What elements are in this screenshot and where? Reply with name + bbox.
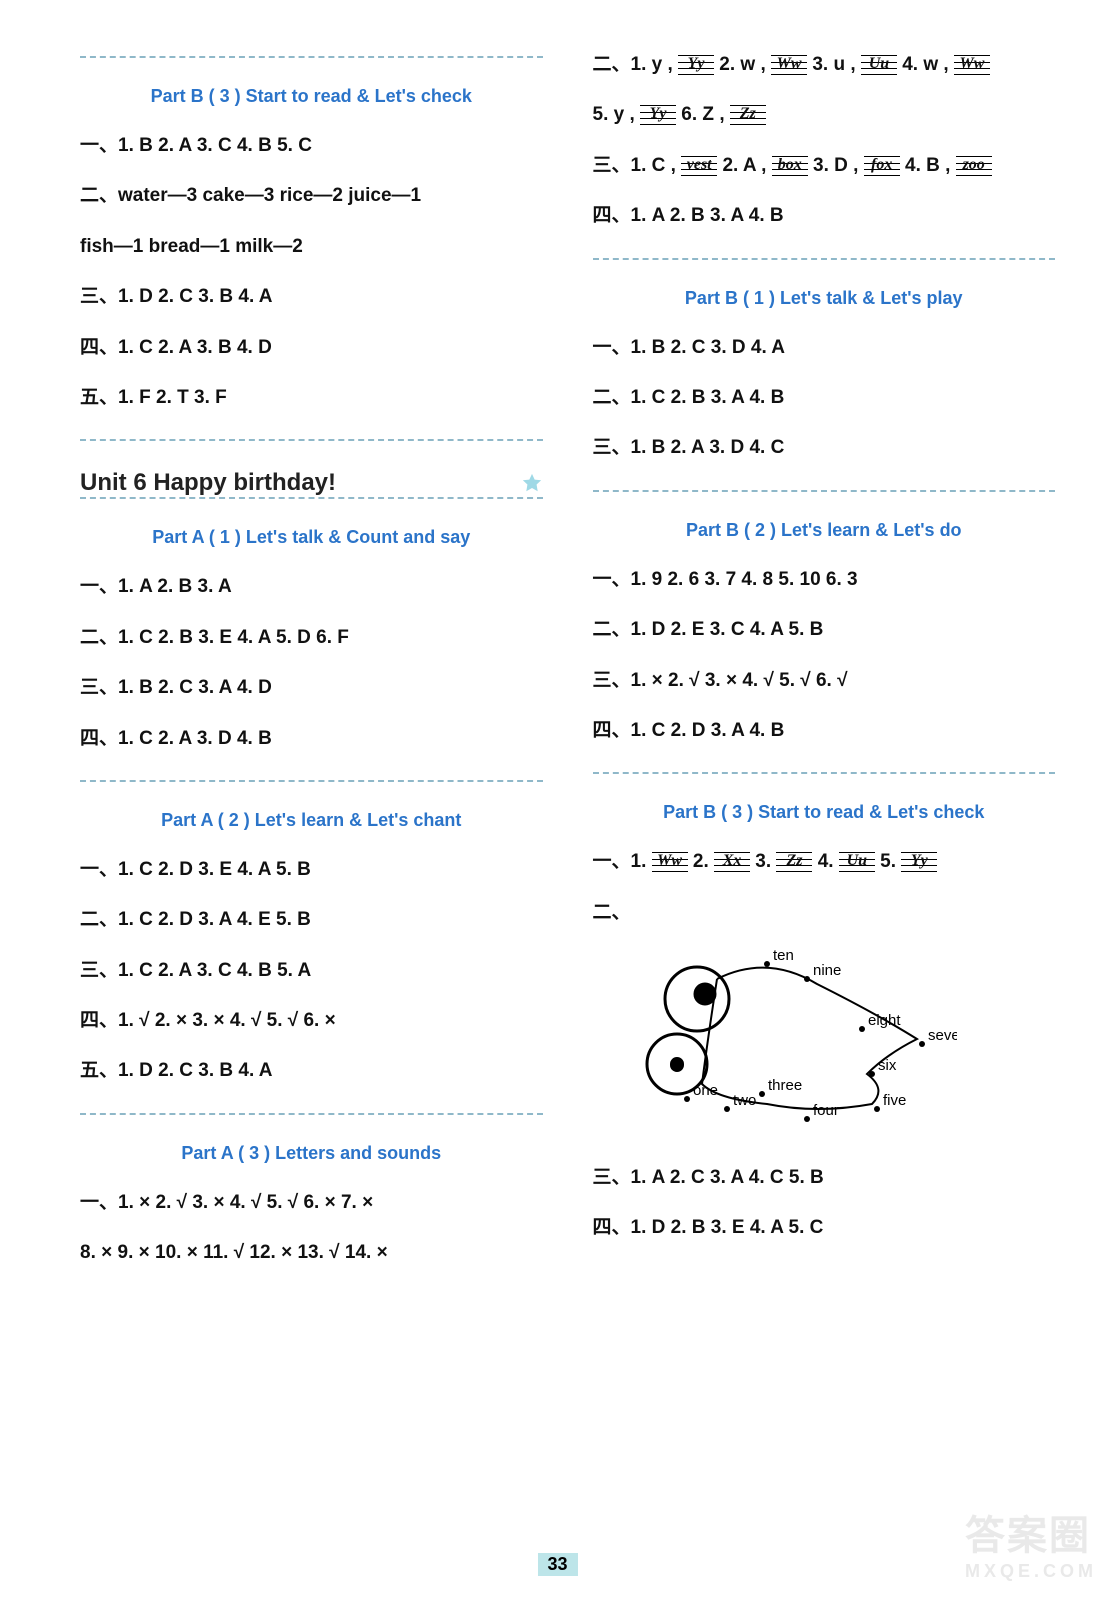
answer-line: 二、1. C 2. B 3. A 4. B — [593, 383, 1056, 413]
answer-line: 一、1. 9 2. 6 3. 7 4. 8 5. 10 6. 3 — [593, 565, 1056, 595]
divider — [593, 490, 1056, 492]
answer-line: 四、1. A 2. B 3. A 4. B — [593, 201, 1056, 231]
divider — [593, 258, 1056, 260]
fish-label: two — [733, 1092, 756, 1109]
watermark-sub: MXQE.COM — [965, 1561, 1097, 1582]
answer-line: 一、1. × 2. √ 3. × 4. √ 5. √ 6. × 7. × — [80, 1188, 543, 1218]
fish-label: four — [813, 1102, 839, 1119]
part-a3-title: Part A ( 3 ) Letters and sounds — [80, 1143, 543, 1164]
answer-line-with-writing: 5. y , Yy 6. Z , Zz — [593, 100, 1056, 130]
answer-line: 五、1. F 2. T 3. F — [80, 383, 543, 413]
answer-line: 一、1. B 2. C 3. D 4. A — [593, 333, 1056, 363]
answer-line: 二、1. D 2. E 3. C 4. A 5. B — [593, 615, 1056, 645]
divider — [80, 439, 543, 441]
left-column: Part B ( 3 ) Start to read & Let's check… — [80, 40, 543, 1279]
fish-label: one — [693, 1082, 718, 1099]
watermark-main: 答案圈 — [965, 1514, 1091, 1558]
unit-title-text: Unit 6 Happy birthday! — [80, 469, 336, 497]
answer-line: fish—1 bread—1 milk—2 — [80, 232, 543, 262]
answer-line-with-writing: 一、1. Ww 2. Xx 3. Zz 4. Uu 5. Yy — [593, 847, 1056, 877]
answer-line-with-writing: 三、1. C , vest 2. A , box 3. D , fox 4. B… — [593, 151, 1056, 181]
answer-line: 三、1. × 2. √ 3. × 4. √ 5. √ 6. √ — [593, 666, 1056, 696]
right-column: 二、1. y , Yy 2. w , Ww 3. u , Uu 4. w , W… — [593, 40, 1056, 1279]
answer-line-with-writing: 二、1. y , Yy 2. w , Ww 3. u , Uu 4. w , W… — [593, 50, 1056, 80]
page-number: 33 — [537, 1553, 577, 1576]
fish-label: three — [768, 1077, 802, 1094]
fish-diagram: ten nine eight seven six five four three twoone — [617, 944, 1056, 1139]
fish-label: six — [878, 1057, 897, 1074]
answer-line: 一、1. A 2. B 3. A — [80, 572, 543, 602]
answer-line: 二、1. C 2. D 3. A 4. E 5. B — [80, 905, 543, 935]
answer-line: 二、water—3 cake—3 rice—2 juice—1 — [80, 181, 543, 211]
answer-line: 四、1. C 2. D 3. A 4. B — [593, 716, 1056, 746]
divider — [593, 772, 1056, 774]
fish-label: seven — [928, 1027, 957, 1044]
answer-line: 三、1. B 2. C 3. A 4. D — [80, 673, 543, 703]
part-a1-title: Part A ( 1 ) Let's talk & Count and say — [80, 527, 543, 548]
divider — [80, 1113, 543, 1115]
watermark: 答案圈 MXQE.COM — [965, 1503, 1097, 1582]
answer-line: 四、1. √ 2. × 3. × 4. √ 5. √ 6. × — [80, 1006, 543, 1036]
part-a2-title: Part A ( 2 ) Let's learn & Let's chant — [80, 810, 543, 831]
divider — [80, 780, 543, 782]
divider — [80, 56, 543, 58]
answer-line: 二、1. C 2. B 3. E 4. A 5. D 6. F — [80, 623, 543, 653]
answer-line: 四、1. C 2. A 3. B 4. D — [80, 333, 543, 363]
answer-line: 五、1. D 2. C 3. B 4. A — [80, 1056, 543, 1086]
fish-label: five — [883, 1092, 906, 1109]
star-icon — [521, 472, 543, 494]
answer-line: 一、1. B 2. A 3. C 4. B 5. C — [80, 131, 543, 161]
answer-line: 三、1. B 2. A 3. D 4. C — [593, 433, 1056, 463]
fish-row-prefix: 二、 — [593, 898, 1056, 928]
unit-title: Unit 6 Happy birthday! — [80, 469, 543, 499]
answer-line: 一、1. C 2. D 3. E 4. A 5. B — [80, 855, 543, 885]
part-b3-title: Part B ( 3 ) Start to read & Let's check — [593, 802, 1056, 823]
answer-line: 三、1. A 2. C 3. A 4. C 5. B — [593, 1163, 1056, 1193]
row-prefix: 二、 — [593, 902, 631, 923]
answer-line: 三、1. D 2. C 3. B 4. A — [80, 282, 543, 312]
fish-label: ten — [773, 947, 794, 964]
answer-line: 三、1. C 2. A 3. C 4. B 5. A — [80, 956, 543, 986]
fish-label: eight — [868, 1012, 901, 1029]
answer-line: 四、1. C 2. A 3. D 4. B — [80, 724, 543, 754]
part-b2-title: Part B ( 2 ) Let's learn & Let's do — [593, 520, 1056, 541]
part-b1-title: Part B ( 1 ) Let's talk & Let's play — [593, 288, 1056, 309]
answer-line: 四、1. D 2. B 3. E 4. A 5. C — [593, 1213, 1056, 1243]
fish-label: nine — [813, 962, 841, 979]
answer-line: 8. × 9. × 10. × 11. √ 12. × 13. √ 14. × — [80, 1238, 543, 1268]
part-b3-title: Part B ( 3 ) Start to read & Let's check — [80, 86, 543, 107]
